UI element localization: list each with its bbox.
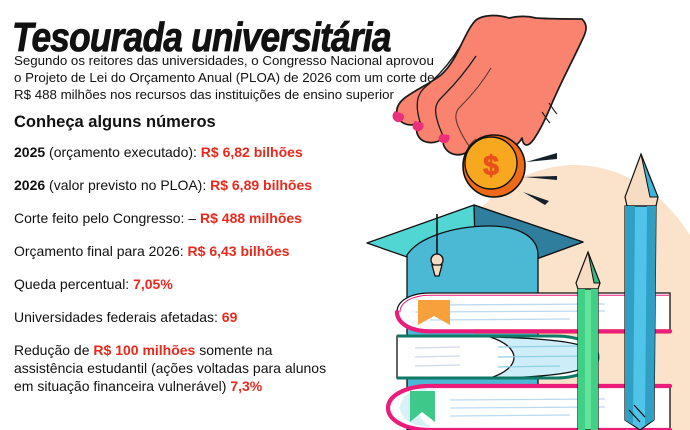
svg-text:$: $ (483, 150, 499, 181)
